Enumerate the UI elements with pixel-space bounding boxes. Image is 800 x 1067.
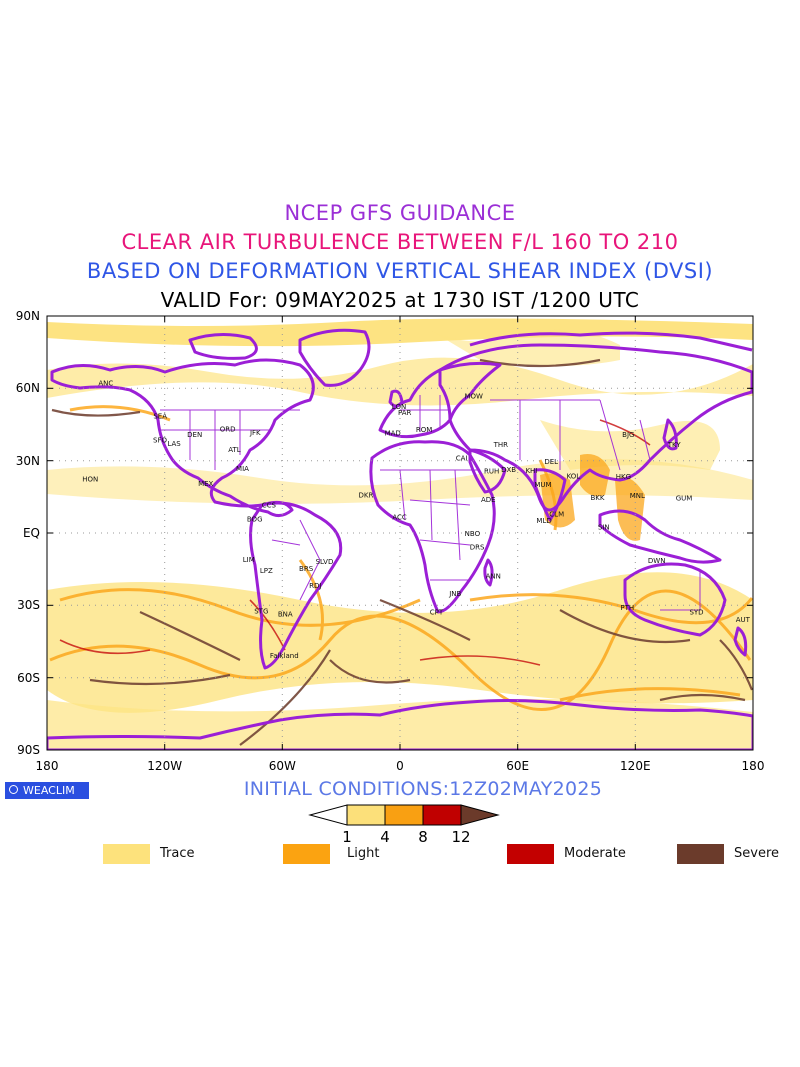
country-borders [160,395,701,611]
station-par: PAR [398,409,412,417]
legend-label-light: Light [347,846,380,861]
station-anc: ANC [98,379,113,387]
coastlines [47,328,753,750]
station-rom: ROM [416,426,432,434]
station-dkr: DKR [358,492,373,500]
station-rdj: RDJ [309,582,321,590]
station-sfo: SFO [153,436,167,444]
station-mld: MLD [536,517,551,525]
lon-label-60w: 60W [269,759,296,773]
station-tky: TKY [667,441,682,449]
lat-label-30s: 30S [17,598,40,612]
legend-swatch-moderate [507,844,554,864]
legend-label-trace: Trace [160,846,195,861]
station-bkk: BKK [591,494,605,502]
station-sea: SEA [153,413,167,421]
station-drs: DRS [470,543,485,551]
station-acc: ACC [392,514,407,522]
station-las: LAS [167,440,181,448]
station-den: DEN [187,431,202,439]
station-lim: LIM [243,556,255,564]
station-del: DEL [544,458,558,466]
station-ord: ORD [220,426,236,434]
station-ccs: CCS [262,502,277,510]
station-dxb: DXB [501,466,516,474]
station-stg: STG [254,608,268,616]
lon-label-180e: 180 [742,759,765,773]
station-slvd: SLVD [316,558,334,566]
lon-label-180w: 180 [36,759,59,773]
station-brs: BRS [299,565,314,573]
station-dwn: DWN [648,557,666,565]
lon-label-120e: 120E [620,759,651,773]
station-syd: SYD [689,609,703,617]
station-ruh: RUH [484,467,499,475]
logo-circle-icon [9,785,18,794]
tick-marks [47,316,753,750]
station-cai: CAI [456,454,468,462]
station-pth: PTH [620,604,634,612]
station-bjg: BJG [622,431,634,439]
lon-label-120w: 120W [147,759,182,773]
station-falkland: Falkland [270,652,299,660]
station-jfk: JFK [249,429,261,437]
station-cpt: CPT [430,609,444,617]
logo-text: WEACLIM [23,784,75,797]
lon-label-60e: 60E [506,759,529,773]
station-ade: ADE [481,496,496,504]
lat-label-30n: 30N [16,454,40,468]
lon-label-0: 0 [396,759,404,773]
station-hkg: HKG [616,473,631,481]
lat-label-60n: 60N [16,381,40,395]
legend-swatch-trace [103,844,150,864]
station-sin: SIN [598,524,610,532]
graticule [47,316,753,750]
station-mia: MIA [236,465,249,473]
legend-swatch-severe [677,844,724,864]
station-thr: THR [493,441,509,449]
title-valid-time: VALID For: 09MAY2025 at 1730 IST /1200 U… [160,288,640,312]
title-method: BASED ON DEFORMATION VERTICAL SHEAR INDE… [86,259,714,283]
station-atl: ATL [228,446,241,454]
lat-label-eq: EQ [23,526,40,540]
station-aut: AUT [736,616,751,624]
legend-label-severe: Severe [734,846,779,861]
station-jnb: JNB [448,590,461,598]
legend-label-moderate: Moderate [564,846,626,861]
station-bna: BNA [278,610,293,618]
lat-label-60s: 60S [17,671,40,685]
station-lpz: LPZ [260,567,273,575]
station-khi: KHI [525,467,537,475]
weaclim-logo: WEACLIM [5,782,89,799]
title-model: NCEP GFS GUIDANCE [284,201,516,225]
station-mum: MUM [534,481,551,489]
station-hon: HON [82,476,98,484]
station-nbo: NBO [465,530,481,538]
lat-label-90n: 90N [16,309,40,323]
turbulence-fields [47,318,753,750]
station-mow: MOW [464,393,483,401]
station-mex: MEX [198,480,213,488]
station-mnl: MNL [630,492,645,500]
title-product: CLEAR AIR TURBULENCE BETWEEN F/L 160 TO … [121,230,679,254]
station-ann: ANN [486,573,501,581]
station-bog: BOG [247,516,263,524]
legend-swatch-light [283,844,330,864]
station-labels: ANC SEA SFO LAS DEN ORD JFK ATL MIA MEX HON BOG CCS L… [82,379,750,660]
lat-label-90s: 90S [17,743,40,757]
station-kol: KOL [567,473,581,481]
station-gum: GUM [676,494,693,502]
station-mad: MAD [385,430,401,438]
station-lon: LON [392,403,406,411]
initial-conditions: INITIAL CONDITIONS:12Z02MAY2025 [243,778,603,800]
station-clm: CLM [549,510,564,518]
